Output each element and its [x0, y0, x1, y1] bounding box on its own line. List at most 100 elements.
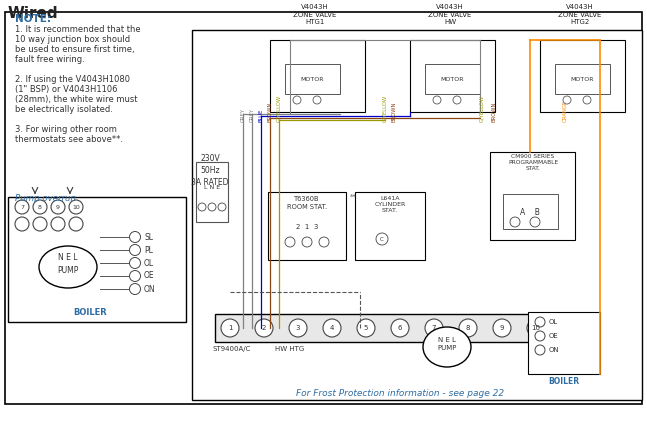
Text: SL: SL [144, 233, 153, 241]
Text: 5: 5 [364, 325, 368, 331]
Text: **: ** [350, 194, 356, 200]
Circle shape [198, 203, 206, 211]
Circle shape [357, 319, 375, 337]
Circle shape [129, 271, 140, 281]
Circle shape [433, 96, 441, 104]
Text: OL: OL [549, 319, 558, 325]
Bar [410, 40, 495, 112]
Circle shape [129, 244, 140, 255]
Text: fault free wiring.: fault free wiring. [15, 55, 85, 64]
Circle shape [535, 317, 545, 327]
Bar [425, 64, 480, 94]
Bar [490, 152, 575, 240]
Circle shape [535, 331, 545, 341]
Circle shape [459, 319, 477, 337]
Text: thermostats see above**.: thermostats see above**. [15, 135, 123, 144]
Circle shape [208, 203, 216, 211]
Circle shape [493, 319, 511, 337]
Circle shape [425, 319, 443, 337]
Text: 3. For wiring other room: 3. For wiring other room [15, 125, 117, 134]
Bar [8, 197, 186, 322]
Text: 9: 9 [499, 325, 504, 331]
Text: BROWN: BROWN [267, 102, 272, 122]
Circle shape [530, 217, 540, 227]
Text: G/YELLOW: G/YELLOW [479, 95, 485, 122]
Text: Wired: Wired [8, 6, 59, 21]
Text: 230V
50Hz
3A RATED: 230V 50Hz 3A RATED [192, 154, 229, 187]
Circle shape [129, 284, 140, 295]
Text: be electrically isolated.: be electrically isolated. [15, 105, 113, 114]
Text: V4043H
ZONE VALVE
HTG2: V4043H ZONE VALVE HTG2 [558, 4, 602, 25]
Text: 4: 4 [330, 325, 334, 331]
Text: T6360B
ROOM STAT.: T6360B ROOM STAT. [287, 196, 327, 209]
Bar [528, 312, 600, 374]
Text: ORANGE: ORANGE [562, 100, 567, 122]
Text: Pump overrun: Pump overrun [15, 194, 76, 203]
Text: BOILER: BOILER [73, 308, 107, 317]
Circle shape [391, 319, 409, 337]
Text: N E L
PUMP: N E L PUMP [437, 337, 457, 351]
Circle shape [129, 232, 140, 243]
Text: 7: 7 [20, 205, 24, 209]
Circle shape [33, 200, 47, 214]
Ellipse shape [423, 327, 471, 367]
Circle shape [285, 237, 295, 247]
Text: L641A
CYLINDER
STAT.: L641A CYLINDER STAT. [375, 196, 406, 214]
Text: V4043H
ZONE VALVE
HTG1: V4043H ZONE VALVE HTG1 [293, 4, 336, 25]
Text: BLUE: BLUE [259, 108, 263, 122]
Text: 1: 1 [228, 325, 232, 331]
Circle shape [319, 237, 329, 247]
Text: G/YELLOW: G/YELLOW [382, 95, 388, 122]
Text: ON: ON [549, 347, 560, 353]
Text: MOTOR: MOTOR [440, 76, 464, 81]
Text: be used to ensure first time,: be used to ensure first time, [15, 45, 135, 54]
Text: 7: 7 [432, 325, 436, 331]
Circle shape [69, 217, 83, 231]
Circle shape [51, 217, 65, 231]
Text: GREY: GREY [250, 108, 254, 122]
Text: HW HTG: HW HTG [276, 346, 305, 352]
Bar [196, 162, 228, 222]
Bar [285, 64, 340, 94]
Circle shape [33, 217, 47, 231]
Circle shape [323, 319, 341, 337]
Text: C: C [380, 236, 384, 241]
Bar [215, 314, 570, 342]
Ellipse shape [39, 246, 97, 288]
Text: MOTOR: MOTOR [570, 76, 594, 81]
Circle shape [69, 200, 83, 214]
Text: A    B: A B [520, 208, 540, 216]
Circle shape [255, 319, 273, 337]
Text: 8: 8 [466, 325, 470, 331]
Text: MOTOR: MOTOR [300, 76, 324, 81]
Circle shape [313, 96, 321, 104]
Bar [192, 30, 642, 400]
Text: L N E: L N E [204, 184, 220, 189]
Text: CM900 SERIES
PROGRAMMABLE
STAT.: CM900 SERIES PROGRAMMABLE STAT. [508, 154, 558, 171]
Circle shape [510, 217, 520, 227]
Text: OL: OL [144, 259, 154, 268]
Circle shape [293, 96, 301, 104]
Bar [270, 40, 365, 112]
Text: For Frost Protection information - see page 22: For Frost Protection information - see p… [296, 390, 504, 398]
Text: OE: OE [144, 271, 155, 281]
Text: 2: 2 [262, 325, 266, 331]
Circle shape [289, 319, 307, 337]
Circle shape [218, 203, 226, 211]
Circle shape [221, 319, 239, 337]
Bar [555, 64, 610, 94]
Text: 2. If using the V4043H1080: 2. If using the V4043H1080 [15, 75, 130, 84]
Text: 10 way junction box should: 10 way junction box should [15, 35, 130, 44]
Circle shape [583, 96, 591, 104]
Text: (28mm), the white wire must: (28mm), the white wire must [15, 95, 138, 104]
Text: G/YELLOW: G/YELLOW [276, 95, 281, 122]
Circle shape [15, 217, 29, 231]
Circle shape [535, 345, 545, 355]
Text: OE: OE [549, 333, 559, 339]
Bar [355, 192, 425, 260]
Text: 3: 3 [296, 325, 300, 331]
Text: 10: 10 [72, 205, 80, 209]
Text: PL: PL [144, 246, 153, 254]
Text: ST9400A/C: ST9400A/C [213, 346, 251, 352]
Text: N E L
PUMP: N E L PUMP [58, 253, 79, 275]
